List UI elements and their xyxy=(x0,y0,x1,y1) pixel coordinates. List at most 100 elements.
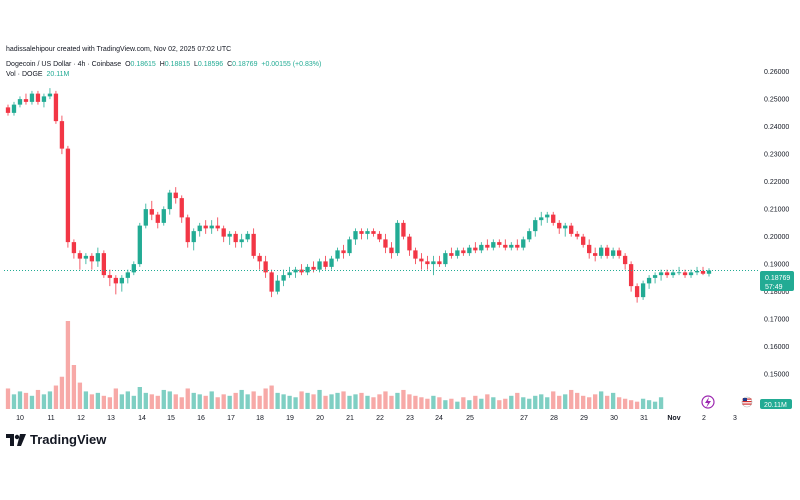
candle-body xyxy=(89,255,95,262)
volume-value: 20.11M xyxy=(46,71,70,78)
volume-bar xyxy=(263,388,268,409)
candle-body xyxy=(676,272,682,274)
volume-bar xyxy=(269,385,274,409)
volume-bar xyxy=(53,385,59,409)
price-chart[interactable]: 0.26000 0.25000 0.24000 0.23000 0.22000 0.210… xyxy=(0,0,800,430)
us-flag-icon[interactable] xyxy=(741,396,753,408)
candle-body xyxy=(347,239,352,254)
volume-bar xyxy=(233,392,238,409)
candle-body xyxy=(527,231,532,240)
candle-body xyxy=(587,244,592,254)
low-value: 0.18596 xyxy=(197,61,224,68)
volume-bar xyxy=(131,395,136,409)
volume-bar xyxy=(251,391,256,409)
volume-bar xyxy=(59,376,65,409)
volume-bar xyxy=(634,401,640,409)
x-tick-label: 14 xyxy=(138,415,146,422)
candle-body xyxy=(305,266,310,273)
candle-body xyxy=(197,225,202,232)
volume-bar xyxy=(491,397,496,409)
volume-bar xyxy=(539,394,544,409)
candle-body xyxy=(83,255,89,259)
volume-bar xyxy=(41,394,47,409)
candle-body xyxy=(365,231,370,234)
candle-body xyxy=(287,272,292,276)
volume-bar xyxy=(11,394,17,409)
candle-body xyxy=(670,272,676,276)
candle-body xyxy=(640,283,646,298)
volume-bar xyxy=(371,397,376,409)
volume-bar xyxy=(437,397,442,409)
candle-body xyxy=(407,236,412,251)
tradingview-logo[interactable]: TradingView xyxy=(6,432,106,447)
x-tick-label: Nov xyxy=(667,415,680,422)
volume-bar xyxy=(533,395,538,409)
candle-body xyxy=(700,271,706,274)
candle-body xyxy=(610,250,616,256)
volume-bar xyxy=(593,394,598,409)
candle-body xyxy=(239,239,244,243)
candle-body xyxy=(557,222,562,229)
x-tick-label: 28 xyxy=(550,415,558,422)
candle-body xyxy=(449,253,454,256)
candle-body xyxy=(215,225,220,229)
candle-body xyxy=(658,272,664,276)
candle-body xyxy=(598,247,604,256)
open-label: O xyxy=(125,61,131,68)
candle-body xyxy=(209,225,214,229)
volume-badge: 20.11M xyxy=(760,399,792,409)
volume-bar xyxy=(323,395,328,409)
close-label: C xyxy=(227,61,233,68)
volume-bar xyxy=(587,397,592,409)
x-tick-label: 11 xyxy=(47,415,54,422)
open-value: 0.18615 xyxy=(130,61,156,68)
volume-bar xyxy=(521,397,526,409)
x-tick-label: 17 xyxy=(227,415,235,422)
volume-bar xyxy=(347,395,352,409)
created-by-text: hadissalehipour created with TradingView… xyxy=(6,46,232,53)
volume-label: Vol · DOGE xyxy=(6,71,43,78)
candle-body xyxy=(467,247,472,254)
candle-body xyxy=(293,269,298,273)
candle-body xyxy=(233,233,238,243)
volume-bar xyxy=(335,392,340,409)
candle-body xyxy=(227,233,232,237)
volume-bar xyxy=(365,395,370,409)
volume-bar xyxy=(479,398,484,409)
y-tick-label: 0.21000 xyxy=(764,207,789,214)
volume-bar xyxy=(604,395,610,409)
x-tick-label: 16 xyxy=(197,415,205,422)
lightning-icon[interactable] xyxy=(701,395,715,409)
candle-body xyxy=(11,104,17,113)
volume-bar xyxy=(209,391,214,409)
volume-bar xyxy=(413,395,418,409)
volume-bar xyxy=(155,395,160,409)
candle-body xyxy=(497,242,502,245)
x-tick-label: 24 xyxy=(435,415,443,422)
volume-bar xyxy=(299,391,304,409)
candle-body xyxy=(371,231,376,234)
y-tick-label: 0.16000 xyxy=(764,344,789,351)
candle-body xyxy=(533,220,538,232)
candle-body xyxy=(131,264,136,273)
volume-bar xyxy=(545,397,550,409)
volume-bar xyxy=(616,397,622,409)
price-axis[interactable]: 0.26000 0.25000 0.24000 0.23000 0.22000 0.210… xyxy=(764,69,789,379)
volume-legend: Vol · DOGE 20.11M xyxy=(6,71,69,78)
candles xyxy=(5,88,712,303)
candle-body xyxy=(173,192,178,199)
candle-body xyxy=(263,261,268,273)
volume-bar xyxy=(65,321,71,409)
y-tick-label: 0.25000 xyxy=(764,97,789,104)
volume-bar xyxy=(5,388,11,409)
candle-body xyxy=(401,222,406,237)
candle-body xyxy=(419,258,424,262)
volume-bar xyxy=(473,395,478,409)
volume-bar xyxy=(257,395,262,409)
candle-body xyxy=(101,253,107,276)
candle-body xyxy=(5,107,11,113)
volume-bar xyxy=(77,382,83,409)
time-axis[interactable]: 10 11 12 13 14 15 16 17 18 19 20 21 22 23 24 25 27 28 29 30… xyxy=(16,415,737,422)
candle-body xyxy=(17,99,23,105)
candle-body xyxy=(389,247,394,254)
